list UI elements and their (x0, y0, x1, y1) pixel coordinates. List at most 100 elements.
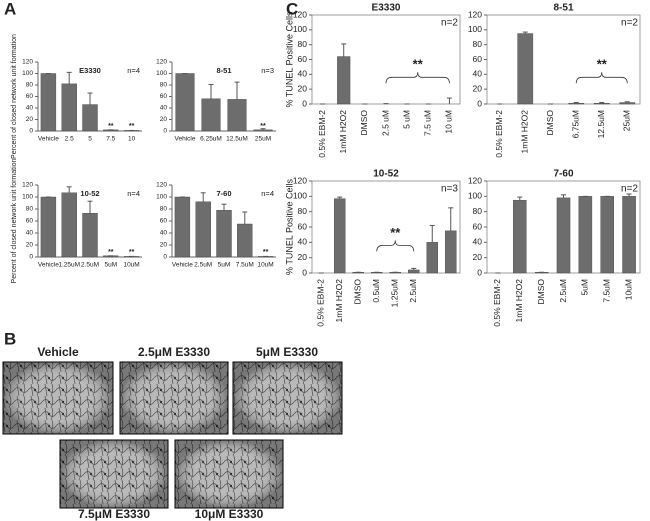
x-tick-label: 1.25uM (58, 262, 80, 269)
y-tick-label: 40 (473, 237, 483, 247)
x-tick-label: 0.5% EBM-2 (317, 110, 327, 158)
y-tick-label: 120 (22, 182, 33, 189)
x-tick-label: 25uM (255, 136, 271, 143)
sample-size: n=2 (621, 184, 638, 195)
bar (517, 33, 534, 105)
bar (201, 98, 221, 132)
x-tick-label: 1.25uM (390, 279, 400, 307)
y-tick-label: 60 (298, 221, 308, 231)
y-tick-label: 80 (26, 206, 34, 213)
significance-bracket (376, 240, 415, 252)
bar (513, 199, 527, 274)
x-tick-label: 2.5uM (558, 279, 568, 303)
x-tick-label: 0.5% EBM-2 (492, 279, 502, 327)
chart-title: E3330 (372, 3, 401, 14)
significance-marker: ** (263, 249, 269, 256)
x-tick-label: 1mM H2O2 (520, 110, 530, 154)
y-tick-label: 20 (298, 83, 308, 93)
x-tick-label: DMSO (536, 279, 546, 305)
y-tick-label: 40 (26, 230, 34, 237)
x-tick-label: 2.5 (65, 136, 74, 143)
y-tick-label: 80 (298, 206, 308, 216)
bar (408, 269, 420, 274)
bar (174, 196, 191, 258)
x-tick-label: 2.5uM (408, 279, 418, 303)
y-tick-label: 20 (160, 242, 168, 249)
y-tick-label: 80 (160, 206, 168, 213)
y-tick-label: 100 (468, 24, 482, 34)
y-tick-label: 80 (298, 39, 308, 49)
chart-title: 8-51 (216, 66, 231, 75)
x-tick-label: 7.5 (106, 136, 115, 143)
y-tick-label: 40 (473, 69, 483, 79)
y-tick-label: 0 (477, 267, 482, 277)
significance-marker: ** (108, 249, 114, 256)
chart-title: 10-52 (373, 169, 399, 180)
y-tick-label: 0 (302, 98, 307, 108)
x-tick-label: 25uM (622, 110, 632, 131)
y-tick-label: 0 (29, 128, 33, 135)
y-tick-label: 20 (26, 116, 34, 123)
bar (334, 198, 346, 274)
y-tick-label: 100 (468, 191, 482, 201)
bar (40, 73, 57, 132)
y-tick-label: 60 (473, 221, 483, 231)
x-tick-label: 2.5uM (81, 262, 99, 269)
y-tick-label: 80 (473, 39, 483, 49)
x-tick-label: DMSO (353, 279, 363, 305)
x-tick-label: 1mM H2O2 (334, 279, 344, 323)
bar (578, 196, 593, 274)
bar (175, 73, 195, 132)
x-tick-label: 1mM H2O2 (514, 279, 524, 323)
sample-size: n=4 (127, 189, 140, 198)
significance-marker: ** (413, 57, 424, 72)
y-tick-label: 40 (160, 105, 168, 112)
y-tick-label: 60 (26, 93, 34, 100)
x-tick-label: Vehicle (38, 262, 59, 269)
y-tick-label: 0 (163, 254, 167, 261)
bar (82, 212, 98, 258)
x-tick-label: Vehicle (175, 136, 196, 143)
y-tick-label: 40 (298, 237, 308, 247)
chart-title: E3330 (79, 66, 101, 75)
sample-size: n=4 (127, 66, 140, 75)
y-tick-label: 100 (156, 194, 167, 201)
micrograph (232, 361, 343, 435)
x-tick-label: 10 (128, 136, 136, 143)
y-tick-label: 120 (156, 182, 167, 189)
plot-frame (486, 14, 641, 105)
micrograph (59, 439, 169, 509)
image-caption: 2.5μM E3330 (138, 345, 210, 359)
y-axis-label: Percent of closed network unit formation (11, 34, 18, 159)
bar (40, 196, 57, 258)
x-tick-label: 5uM (104, 262, 117, 269)
significance-marker: ** (260, 123, 266, 130)
x-tick-label: 10uM (123, 262, 139, 269)
significance-marker: ** (129, 123, 135, 130)
y-tick-label: 20 (473, 83, 483, 93)
y-tick-label: 80 (160, 82, 168, 89)
chart-title: 10-52 (80, 189, 99, 198)
x-tick-label: Vehicle (172, 262, 193, 269)
bar (195, 201, 211, 258)
y-tick-label: 60 (160, 218, 168, 225)
y-tick-label: 120 (293, 9, 307, 19)
y-tick-label: 60 (160, 93, 168, 100)
x-tick-label: DMSO (359, 110, 369, 136)
bar (622, 196, 636, 274)
significance-marker: ** (108, 123, 114, 130)
sample-size: n=3 (261, 66, 274, 75)
significance-marker: ** (390, 225, 401, 240)
x-tick-label: Vehicle (38, 136, 59, 143)
micrograph (119, 361, 229, 435)
bar (568, 103, 585, 105)
y-tick-label: 0 (302, 267, 307, 277)
x-tick-label: 12.5uM (226, 136, 248, 143)
y-tick-label: 120 (293, 175, 307, 185)
bar (216, 209, 232, 258)
bar (82, 104, 98, 132)
y-tick-label: 40 (160, 230, 168, 237)
y-tick-label: 20 (473, 252, 483, 262)
x-tick-label: 5 (88, 136, 92, 143)
